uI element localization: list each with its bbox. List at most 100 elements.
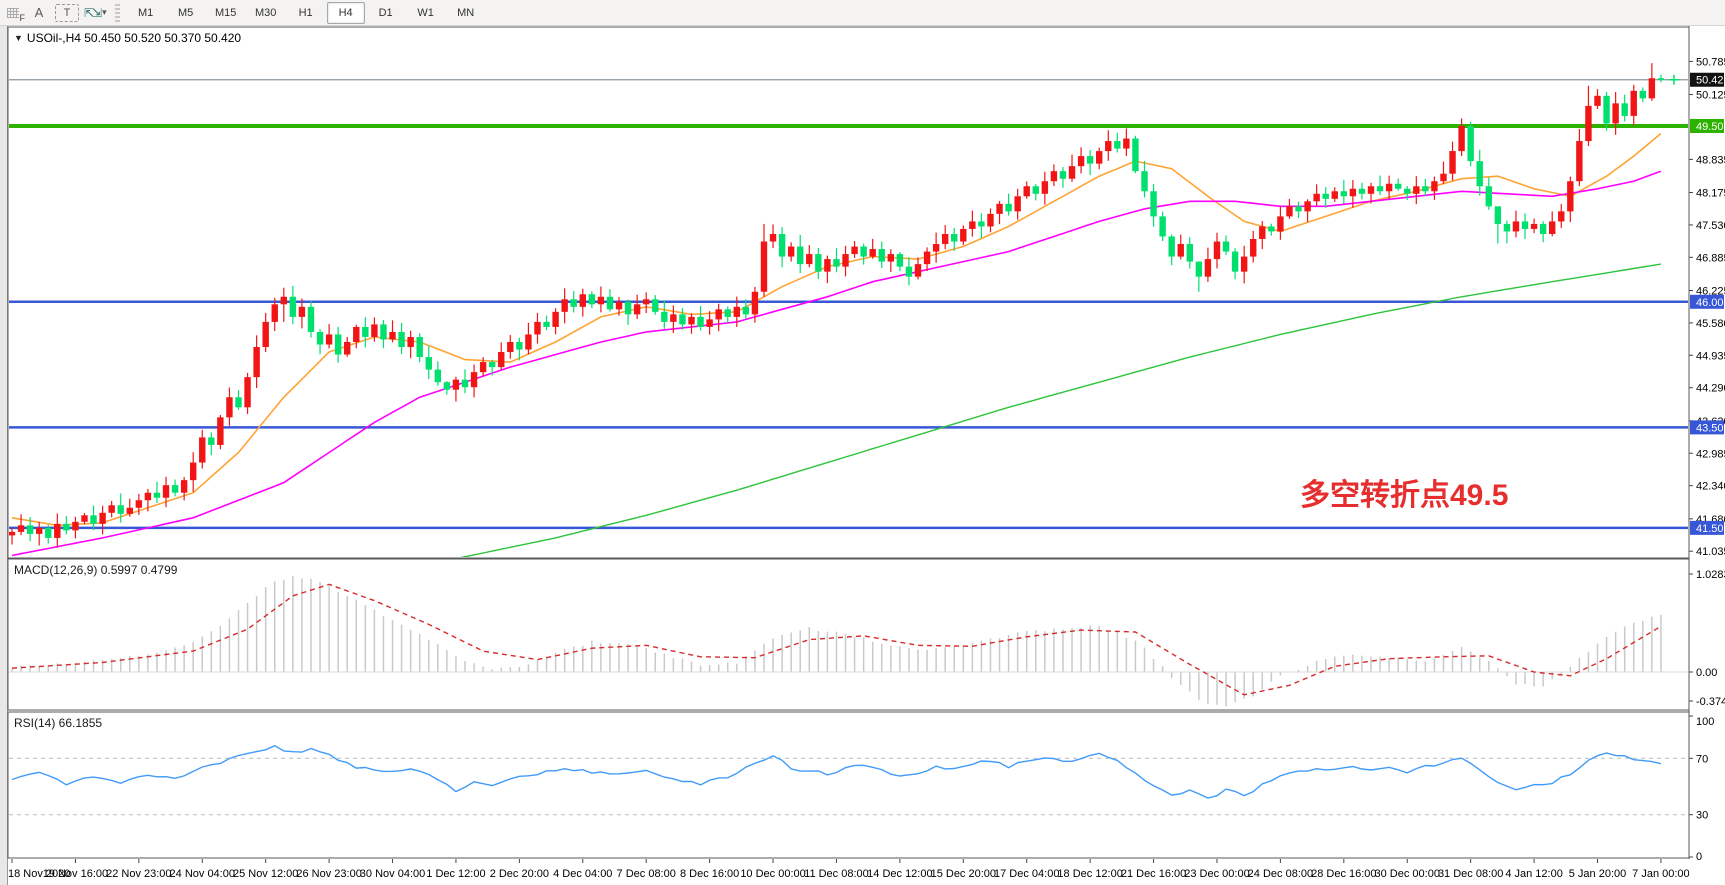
date-label: 28 Dec 16:00 [1311,868,1376,880]
candle-body [1485,186,1492,207]
timeframe-button-MN[interactable]: MN [457,6,475,19]
candle-body [425,357,432,370]
candle-body [63,523,70,531]
candle-body [1440,173,1447,182]
rsi-axis-label: 70 [1696,753,1708,765]
price-box-43.500 [1690,420,1724,435]
candle-body [941,233,949,245]
timeframe-button-M1[interactable]: M1 [138,6,154,19]
chart-area[interactable]: 50.785 50.125 48.835 48.175 47.530 46.885 46.2… [0,26,1725,885]
candle-body [1059,171,1067,179]
timeframe-button-D1[interactable]: D1 [378,6,393,19]
candle-body [1023,186,1030,197]
price-tick-label: 50.125 [1696,90,1725,102]
candle-body [706,319,713,327]
candle-body [978,221,985,227]
candle-body [633,304,641,315]
candle-body [1567,181,1574,212]
price-tick-label: 45.580 [1696,318,1725,330]
rsi-panel[interactable] [7,711,1690,859]
candle-body [199,437,206,463]
candle-body [316,331,324,345]
timeframe-button-M30[interactable]: M30 [254,6,277,19]
candle-body [570,299,577,307]
symbol-collapse-icon[interactable]: ▼ [14,33,23,43]
candle-body [371,324,378,337]
candle-body [1394,183,1402,189]
candle-body [1413,186,1420,194]
candle-body [180,480,188,493]
price-tick-label: 48.835 [1696,154,1725,166]
candle-body [1250,238,1257,257]
candle-body [289,296,297,317]
candle-body [1123,138,1130,149]
macd-panel[interactable] [7,558,1690,711]
timeframe-button-W1[interactable]: W1 [417,6,434,19]
price-box-label: 50.420 [1696,75,1725,87]
main-panel[interactable] [7,26,1690,559]
date-label: 18 Dec 12:00 [1057,868,1122,880]
date-label: 21 Dec 16:00 [1121,868,1186,880]
date-label: 30 Nov 04:00 [360,868,425,880]
ma-mid-magenta [11,170,1662,557]
candlesticks [9,63,1665,548]
candle-body [507,341,514,353]
rsi-indicator: 100 70 30 0 [9,715,1714,863]
candle-body [679,314,686,325]
candle-body [996,203,1003,214]
candle-body [461,379,469,388]
ma-slow-green [460,263,1662,557]
dropdown-caret-icon[interactable]: ▾ [102,7,107,17]
candle-body [525,334,532,350]
candle-body [787,246,795,257]
candle-body [1159,216,1166,237]
price-box-label: 46.000 [1696,297,1725,309]
candle-body [325,334,333,345]
macd-indicator: 1.0283 0.00 -0.3748 [9,569,1725,708]
timeframe-button-H1[interactable]: H1 [298,6,313,19]
timeframe-button-H4[interactable]: H4 [326,1,365,24]
price-tick-label: 46.225 [1696,285,1725,297]
candle-body [896,254,904,267]
price-tick-label: 41.035 [1696,546,1725,558]
chart-canvas[interactable]: 50.785 50.125 48.835 48.175 47.530 46.885 46.2… [0,26,1725,885]
candle-body [579,294,586,307]
candle-body [969,221,976,229]
candle-body [1376,186,1384,192]
timeframe-button-M15[interactable]: M15 [214,6,237,19]
arrows-tool-icon[interactable]: ⇱⇲ ▾ [84,5,107,20]
timeframe-button-M5[interactable]: M5 [178,6,194,19]
candle-body [1068,166,1076,179]
candle-body [606,296,614,310]
candle-body [769,233,777,242]
candle-body [253,347,260,378]
candle-body [398,331,405,348]
horizontal-lines[interactable] [9,123,1688,530]
candle-body [470,372,478,388]
candle-body [960,228,967,242]
candle-body [298,306,306,317]
candle-body [407,336,414,348]
candle-body [389,331,396,340]
date-label: 5 Jan 20:00 [1569,868,1627,880]
price-box-label: 43.500 [1696,422,1725,434]
tick-chart-icon[interactable]: F [1,2,25,24]
candle-body [217,417,224,445]
candle-body [353,326,360,342]
toolbar-grip[interactable] [114,3,120,22]
label-tool-icon[interactable]: A [34,5,44,20]
text-tool-icon[interactable]: T [55,3,79,22]
candle-body [1385,183,1393,192]
price-tick-label: 44.935 [1696,350,1725,362]
candle-body [153,492,161,498]
candle-body [588,294,596,305]
price-axis[interactable]: 50.785 50.125 48.835 48.175 47.530 46.885 46.2… [1689,56,1725,558]
candle-body [1630,90,1637,116]
candle-body [987,213,994,227]
candle-body [1530,223,1538,229]
candle-body [1367,186,1375,194]
date-label: 30 Dec 00:00 [1375,868,1440,880]
candle-body [923,251,931,265]
